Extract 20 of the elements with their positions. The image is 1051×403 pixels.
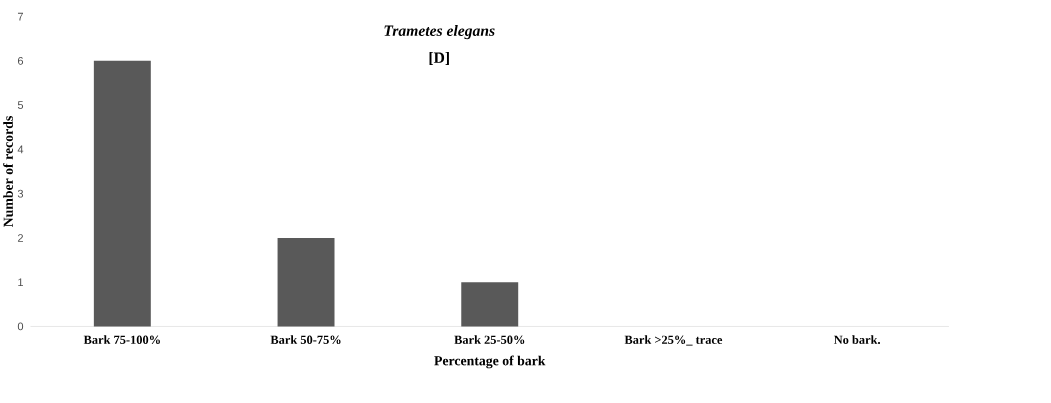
x-tick-label: No bark.: [833, 335, 881, 345]
y-tick-label: 1: [18, 278, 24, 286]
bar: [277, 237, 335, 327]
x-tick-label: Bark 75-100%: [83, 335, 160, 344]
y-tick-label: 4: [17, 145, 24, 154]
chart-title: Trametes elegans: [384, 25, 495, 40]
y-tick-label: 0: [17, 322, 24, 331]
bar: [461, 282, 519, 327]
y-tick-label: 5: [17, 101, 24, 109]
y-tick-label: 6: [17, 56, 24, 65]
y-axis-title: Number of records: [3, 116, 13, 228]
y-tick-label: 2: [17, 234, 23, 242]
x-tick-label: Bark >25%_ trace: [624, 335, 723, 346]
y-tick-label: 3: [17, 189, 24, 198]
bar: [93, 60, 151, 327]
x-tick-label: Bark 50-75%: [270, 335, 341, 344]
x-tick-label: Bark 25-50%: [454, 335, 525, 344]
y-tick-label: 7: [17, 12, 23, 21]
text: [D]: [429, 51, 449, 65]
x-axis-title: Percentage of bark: [434, 355, 546, 369]
